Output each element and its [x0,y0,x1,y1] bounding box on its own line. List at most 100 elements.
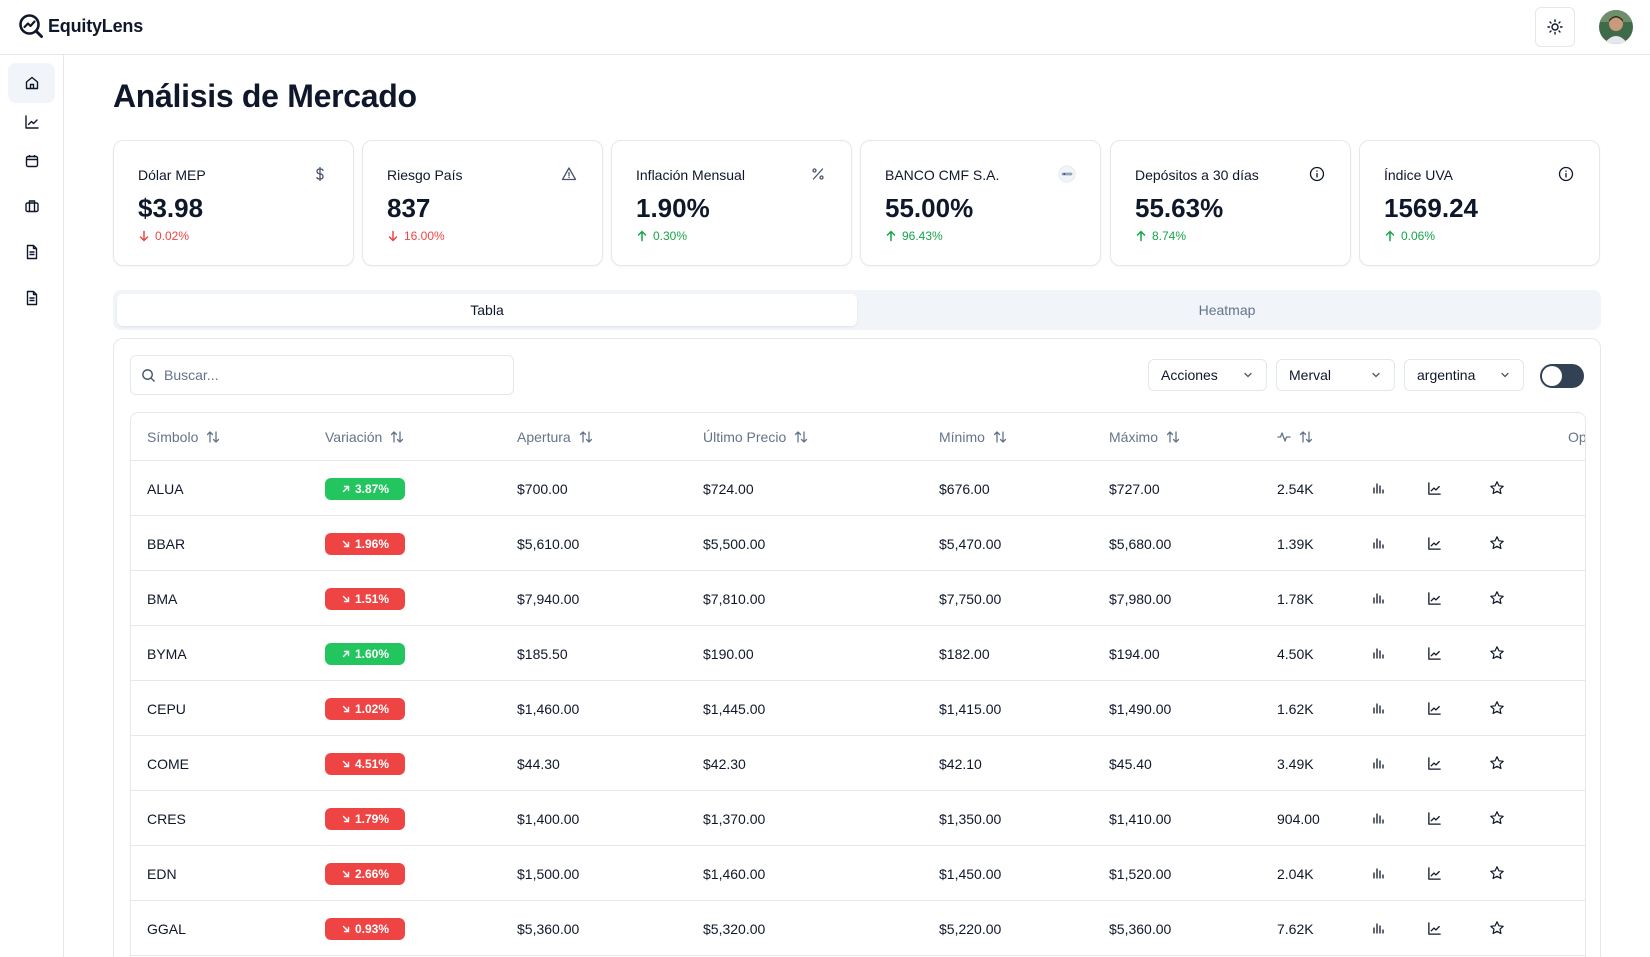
line-chart-button[interactable] [1424,753,1444,773]
sidebar-item-documents[interactable] [8,278,55,318]
cell-min: $1,450.00 [939,865,1002,882]
stat-card-dolar-mep: Dólar MEP $3.98 0.02% [113,140,354,266]
line-chart-button[interactable] [1424,588,1444,608]
column-header[interactable]: Variación [325,413,404,461]
sort-icon [1299,431,1313,443]
column-header[interactable]: Mínimo [939,413,1007,461]
card-label: Riesgo País [387,167,463,183]
view-toggle-switch[interactable] [1540,364,1584,388]
line-chart-button[interactable] [1424,918,1444,938]
sort-icon [579,431,592,443]
theme-toggle-button[interactable] [1535,7,1575,47]
favorite-button[interactable] [1487,478,1507,498]
cell-min: $1,415.00 [939,700,1002,717]
line-chart-icon [1427,481,1441,495]
document-icon [26,244,37,260]
info-icon [1557,165,1575,183]
favorite-button[interactable] [1487,918,1507,938]
table-row[interactable]: GGAL $5,360.00 $5,320.00 $5,220.00 $5,360.00… [131,901,1585,956]
line-chart-button[interactable] [1424,533,1444,553]
line-chart-icon [1427,591,1441,605]
table-row[interactable]: EDN $1,500.00 $1,460.00 $1,450.00 $1,520.00 2… [131,846,1585,901]
favorite-button[interactable] [1487,753,1507,773]
variation-badge: 1.02% [325,697,405,720]
cell-symbol: ALUA [147,480,184,497]
cell-symbol: EDN [147,865,177,882]
search-box[interactable] [130,355,514,395]
bar-chart-button[interactable] [1368,698,1388,718]
cell-variation: 3.87% [325,461,405,516]
card-value: 1.90% [636,193,710,223]
variation-badge: 0.93% [325,917,405,940]
cell-last: $5,320.00 [703,920,766,937]
logo-icon [19,14,43,38]
star-icon [1490,701,1504,715]
table-row[interactable]: BYMA $185.50 $190.00 $182.00 $194.00 4.50K 1.6… [131,626,1585,681]
bar-chart-button[interactable] [1368,643,1388,663]
bar-chart-button[interactable] [1368,588,1388,608]
search-icon [142,368,155,382]
bar-chart-button[interactable] [1368,533,1388,553]
favorite-button[interactable] [1487,643,1507,663]
arrow-down-right-icon [342,815,350,822]
line-chart-button[interactable] [1424,698,1444,718]
column-header[interactable]: Apertura [517,413,593,461]
table-row[interactable]: BMA $7,940.00 $7,810.00 $7,750.00 $7,980.00 1… [131,571,1585,626]
table-row[interactable]: COME $44.30 $42.30 $42.10 $45.40 3.49K 4.51% [131,736,1585,791]
favorite-button[interactable] [1487,808,1507,828]
table-row[interactable]: BBAR $5,610.00 $5,500.00 $5,470.00 $5,680.00… [131,516,1585,571]
index-select[interactable]: Merval [1276,359,1395,391]
bar-chart-button[interactable] [1368,918,1388,938]
cell-open: $44.30 [517,755,560,772]
cell-symbol: CEPU [147,700,186,717]
sidebar-item-reports[interactable] [8,232,55,272]
sidebar [0,55,64,957]
sidebar-item-home[interactable] [8,63,55,103]
sidebar-item-portfolio[interactable] [8,186,55,226]
table-row[interactable]: CEPU $1,460.00 $1,445.00 $1,415.00 $1,490.00… [131,681,1585,736]
line-chart-button[interactable] [1424,808,1444,828]
arrow-down-right-icon [342,925,350,932]
cell-min: $5,470.00 [939,535,1002,552]
cell-open: $5,360.00 [517,920,580,937]
sidebar-item-calendar[interactable] [8,141,55,181]
brand[interactable]: EquityLens [18,13,143,39]
column-header[interactable]: Símbolo [147,413,220,461]
cell-min: $182.00 [939,645,990,662]
cell-open: $1,400.00 [517,810,580,827]
bar-chart-button[interactable] [1368,753,1388,773]
line-chart-button[interactable] [1424,478,1444,498]
cell-variation: 2.66% [325,846,405,901]
avatar[interactable] [1599,10,1633,44]
cell-max: $1,490.00 [1109,700,1172,717]
cell-variation: 1.79% [325,791,405,846]
country-select[interactable]: argentina [1404,359,1524,391]
cell-open: $7,940.00 [517,590,580,607]
bar-chart-button[interactable] [1368,863,1388,883]
favorite-button[interactable] [1487,533,1507,553]
sidebar-item-charts[interactable] [8,102,55,142]
bar-chart-button[interactable] [1368,478,1388,498]
favorite-button[interactable] [1487,588,1507,608]
tab-heatmap[interactable]: Heatmap [1198,302,1256,318]
line-chart-button[interactable] [1424,643,1444,663]
column-header[interactable] [1277,413,1313,461]
column-header[interactable]: Máximo [1109,413,1180,461]
card-label: Índice UVA [1384,167,1453,183]
table-row[interactable]: CRES $1,400.00 $1,370.00 $1,350.00 $1,410.00… [131,791,1585,846]
chevron-down-icon [1372,372,1380,378]
favorite-button[interactable] [1487,863,1507,883]
arrow-up-right-icon [342,485,350,492]
cell-symbol: CRES [147,810,186,827]
arrow-down-right-icon [342,870,350,877]
favorite-button[interactable] [1487,698,1507,718]
asset-type-select[interactable]: Acciones [1148,359,1267,391]
search-input[interactable] [164,367,494,383]
line-chart-button[interactable] [1424,863,1444,883]
stat-card-banco-cmf: BANCO CMF S.A. 55.00% 96.43% [860,140,1101,266]
tab-tabla[interactable]: Tabla [117,294,857,326]
arrow-up-right-icon [342,650,350,657]
column-header[interactable]: Último Precio [703,413,808,461]
bar-chart-button[interactable] [1368,808,1388,828]
table-row[interactable]: ALUA $700.00 $724.00 $676.00 $727.00 2.54K 3.8… [131,461,1585,516]
